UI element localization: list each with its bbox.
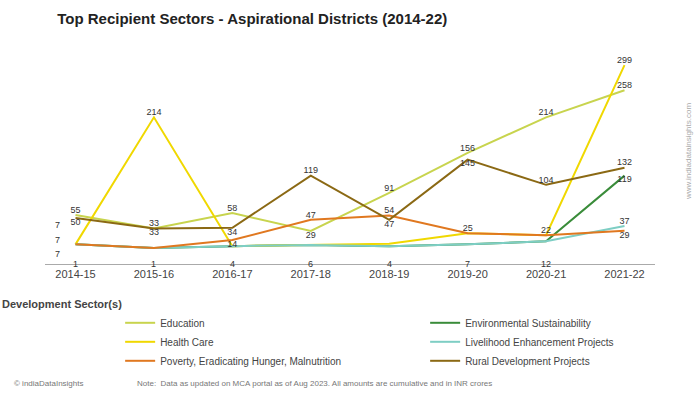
svg-text:2016-17: 2016-17 bbox=[212, 268, 252, 280]
svg-text:25: 25 bbox=[463, 223, 473, 233]
svg-text:Rural Development Projects: Rural Development Projects bbox=[465, 356, 590, 367]
svg-text:2021-22: 2021-22 bbox=[604, 268, 644, 280]
svg-text:37: 37 bbox=[619, 216, 629, 226]
svg-text:55: 55 bbox=[70, 205, 80, 215]
svg-text:299: 299 bbox=[617, 55, 632, 65]
svg-text:7: 7 bbox=[55, 249, 60, 259]
svg-text:2017-18: 2017-18 bbox=[291, 268, 331, 280]
svg-text:© indiaDataInsights: © indiaDataInsights bbox=[14, 379, 84, 388]
svg-text:34: 34 bbox=[227, 227, 237, 237]
svg-text:1: 1 bbox=[73, 259, 78, 269]
svg-text:33: 33 bbox=[149, 218, 159, 228]
svg-text:119: 119 bbox=[304, 165, 318, 175]
svg-text:2019-20: 2019-20 bbox=[447, 268, 487, 280]
svg-text:2020-21: 2020-21 bbox=[526, 268, 566, 280]
svg-text:7: 7 bbox=[55, 220, 60, 230]
svg-text:132: 132 bbox=[617, 157, 632, 167]
svg-text:7: 7 bbox=[55, 235, 60, 245]
svg-text:2018-19: 2018-19 bbox=[369, 268, 409, 280]
svg-text:Development Sector(s): Development Sector(s) bbox=[2, 298, 122, 310]
svg-text:104: 104 bbox=[539, 175, 554, 185]
svg-text:29: 29 bbox=[306, 230, 316, 240]
svg-text:145: 145 bbox=[460, 158, 475, 168]
svg-text:258: 258 bbox=[617, 80, 632, 90]
svg-text:22: 22 bbox=[541, 225, 551, 235]
svg-text:156: 156 bbox=[460, 143, 475, 153]
svg-text:Poverty, Eradicating Hunger, M: Poverty, Eradicating Hunger, Malnutritio… bbox=[160, 356, 341, 367]
svg-text:50: 50 bbox=[70, 217, 80, 227]
svg-text:47: 47 bbox=[306, 210, 316, 220]
svg-text:2014-15: 2014-15 bbox=[55, 268, 95, 280]
svg-text:119: 119 bbox=[617, 174, 631, 184]
svg-text:Health Care: Health Care bbox=[160, 337, 214, 348]
svg-text:54: 54 bbox=[384, 205, 394, 215]
svg-text:Note: Data as updated on MCA: Note: Data as updated on MCA portal as o… bbox=[137, 379, 492, 388]
svg-text:7: 7 bbox=[465, 259, 470, 269]
svg-text:214: 214 bbox=[539, 107, 554, 117]
svg-text:Environmental Sustainability: Environmental Sustainability bbox=[465, 318, 591, 329]
svg-text:www.indiadatainsights.com: www.indiadatainsights.com bbox=[684, 103, 693, 200]
svg-text:1: 1 bbox=[151, 259, 156, 269]
svg-text:6: 6 bbox=[308, 259, 313, 269]
svg-text:Livelihood Enhancement Project: Livelihood Enhancement Projects bbox=[465, 337, 613, 348]
svg-text:12: 12 bbox=[541, 259, 551, 269]
svg-text:2015-16: 2015-16 bbox=[134, 268, 174, 280]
svg-text:58: 58 bbox=[227, 203, 237, 213]
svg-text:4: 4 bbox=[230, 259, 235, 269]
svg-text:Top Recipient Sectors - Aspira: Top Recipient Sectors - Aspirational Dis… bbox=[57, 10, 447, 27]
svg-text:91: 91 bbox=[384, 183, 394, 193]
svg-text:29: 29 bbox=[619, 230, 629, 240]
svg-text:33: 33 bbox=[149, 227, 159, 237]
svg-text:14: 14 bbox=[227, 239, 237, 249]
svg-text:47: 47 bbox=[384, 219, 394, 229]
svg-text:4: 4 bbox=[387, 259, 392, 269]
svg-text:Education: Education bbox=[160, 318, 204, 329]
svg-text:214: 214 bbox=[146, 107, 161, 117]
